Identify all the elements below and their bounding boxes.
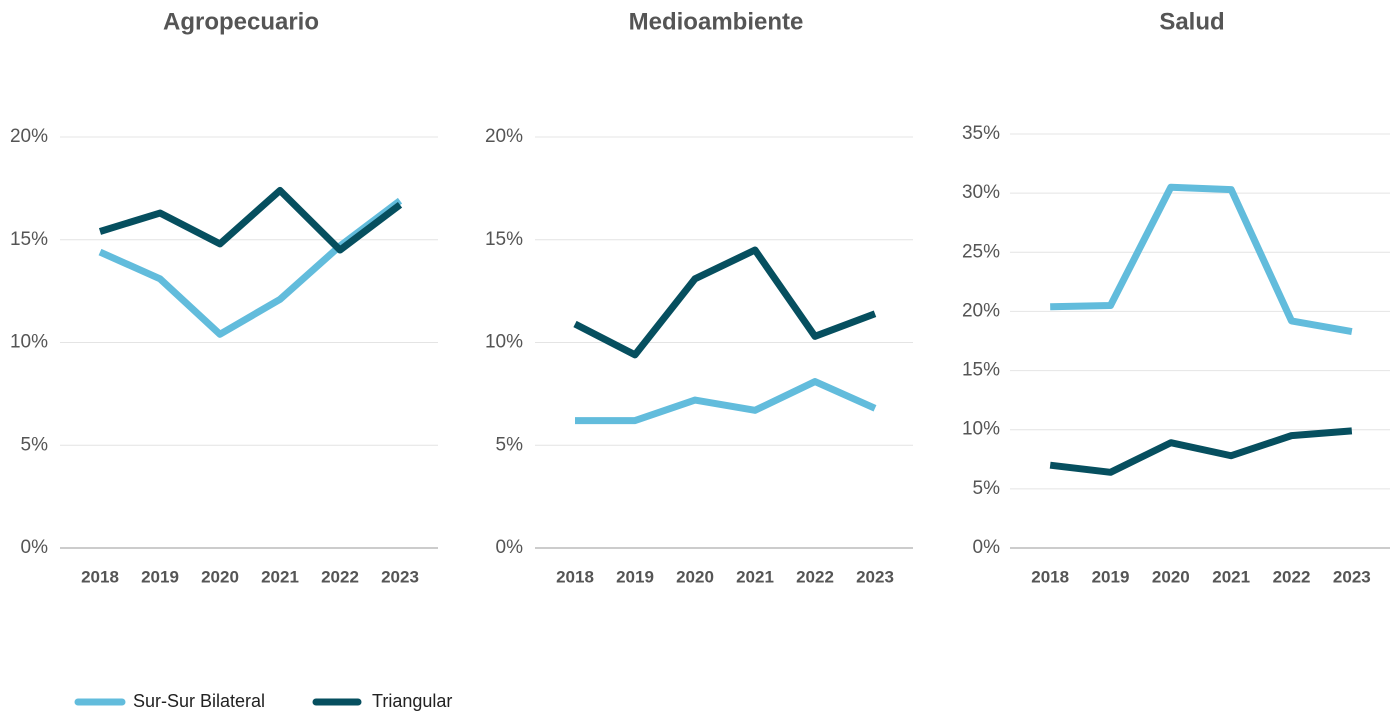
- line-series: [1049, 427, 1353, 476]
- chart-title: Salud: [1159, 8, 1224, 35]
- y-tick-label: 10%: [485, 332, 523, 353]
- y-tick-label: 20%: [962, 300, 1000, 321]
- x-tick-label: 2022: [796, 567, 834, 586]
- x-tick-label: 2020: [676, 567, 714, 586]
- x-tick-label: 2021: [261, 567, 299, 586]
- x-tick-label: 2018: [81, 567, 119, 586]
- line-series: [98, 186, 403, 254]
- chart-title: Agropecuario: [163, 8, 319, 35]
- y-tick-label: 10%: [962, 419, 1000, 440]
- y-tick-label: 5%: [496, 434, 524, 455]
- y-tick-label: 20%: [10, 126, 48, 147]
- x-tick-label: 2021: [736, 567, 774, 586]
- x-tick-label: 2019: [616, 567, 654, 586]
- x-tick-label: 2019: [1092, 567, 1130, 586]
- x-tick-label: 2023: [1333, 567, 1371, 586]
- legend-label: Sur-Sur Bilateral: [133, 691, 265, 711]
- chart-title: Medioambiente: [629, 8, 804, 35]
- x-tick-label: 2020: [201, 567, 239, 586]
- y-tick-label: 20%: [485, 126, 523, 147]
- x-tick-label: 2021: [1212, 567, 1250, 586]
- y-tick-label: 15%: [485, 229, 523, 250]
- x-tick-label: 2020: [1152, 567, 1190, 586]
- x-tick-label: 2018: [556, 567, 594, 586]
- x-tick-label: 2018: [1031, 567, 1069, 586]
- y-tick-label: 5%: [21, 434, 49, 455]
- y-tick-label: 30%: [962, 182, 1000, 203]
- y-tick-label: 35%: [962, 123, 1000, 144]
- line-series: [575, 378, 877, 425]
- x-tick-label: 2022: [1273, 567, 1311, 586]
- legend-label: Triangular: [372, 691, 452, 711]
- x-tick-label: 2023: [856, 567, 894, 586]
- y-tick-label: 25%: [962, 241, 1000, 262]
- y-tick-label: 0%: [496, 537, 524, 558]
- line-series: [1050, 183, 1353, 335]
- y-tick-label: 15%: [962, 360, 1000, 381]
- y-tick-label: 15%: [10, 229, 48, 250]
- y-tick-label: 0%: [21, 537, 49, 558]
- y-tick-label: 10%: [10, 332, 48, 353]
- y-tick-label: 0%: [973, 537, 1001, 558]
- x-tick-label: 2019: [141, 567, 179, 586]
- line-series: [573, 246, 877, 359]
- y-tick-label: 5%: [973, 478, 1001, 499]
- x-tick-label: 2023: [381, 567, 419, 586]
- x-tick-label: 2022: [321, 567, 359, 586]
